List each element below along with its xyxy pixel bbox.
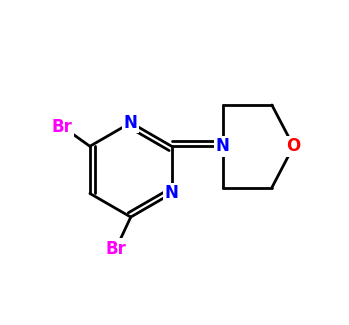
Text: Br: Br (52, 118, 73, 136)
Text: N: N (124, 114, 138, 132)
Text: Br: Br (106, 240, 126, 257)
Text: N: N (165, 185, 179, 202)
Text: O: O (287, 137, 300, 155)
Text: N: N (216, 137, 230, 155)
